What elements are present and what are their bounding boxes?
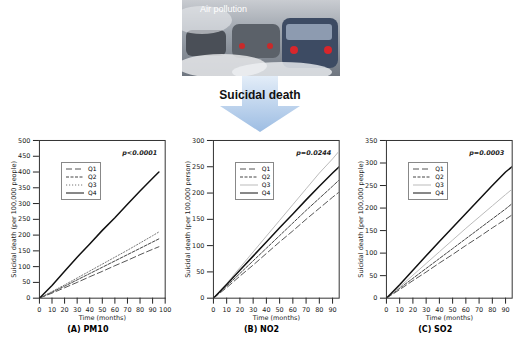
- svg-text:Time (months): Time (months): [78, 314, 126, 322]
- svg-text:70: 70: [123, 306, 131, 314]
- svg-text:500: 500: [18, 137, 30, 145]
- svg-text:20: 20: [60, 306, 68, 314]
- svg-text:100: 100: [159, 306, 171, 314]
- svg-text:0: 0: [211, 306, 215, 314]
- html-text:Q4: Q4: [88, 189, 97, 196]
- svg-text:80: 80: [489, 306, 497, 314]
- svg-text:250: 250: [365, 182, 377, 190]
- svg-text:20: 20: [409, 306, 417, 314]
- html-text:(B) NO2: (B) NO2: [243, 324, 280, 334]
- svg-text:80: 80: [136, 306, 144, 314]
- html-text:Q3: Q3: [261, 181, 271, 188]
- svg-text:200: 200: [18, 231, 30, 239]
- html-text:Q4: Q4: [261, 189, 271, 196]
- svg-text:80: 80: [315, 306, 323, 314]
- svg-text:Suicidal death (per 100,000 pe: Suicidal death (per 100,000 people): [357, 161, 365, 278]
- svg-text:Time (months): Time (months): [251, 314, 299, 322]
- svg-text:p=0.0003: p=0.0003: [469, 149, 506, 157]
- svg-text:350: 350: [365, 137, 377, 145]
- svg-text:200: 200: [365, 204, 377, 212]
- svg-text:450: 450: [18, 152, 30, 160]
- svg-text:90: 90: [148, 306, 156, 314]
- html-text:(A) PM10: (A) PM10: [67, 324, 109, 334]
- svg-text:40: 40: [86, 306, 94, 314]
- svg-text:30: 30: [422, 306, 430, 314]
- html-text:Q2: Q2: [435, 173, 444, 180]
- svg-text:60: 60: [462, 306, 470, 314]
- svg-text:0: 0: [374, 294, 378, 302]
- svg-text:20: 20: [235, 306, 243, 314]
- svg-text:100: 100: [192, 242, 204, 250]
- html-text:Q1: Q1: [435, 165, 444, 172]
- svg-text:0: 0: [385, 306, 389, 314]
- svg-text:350: 350: [18, 184, 30, 192]
- svg-text:30: 30: [249, 306, 257, 314]
- html-text:Q2: Q2: [88, 173, 97, 180]
- svg-text:50: 50: [98, 306, 106, 314]
- html-text:Q2: Q2: [261, 173, 271, 180]
- svg-text:70: 70: [475, 306, 483, 314]
- svg-text:10: 10: [48, 306, 56, 314]
- svg-text:200: 200: [192, 189, 204, 197]
- html-text:Q1: Q1: [261, 165, 271, 172]
- svg-text:10: 10: [396, 306, 404, 314]
- html-text:Air pollution: Air pollution: [200, 4, 247, 14]
- html-text:Q3: Q3: [435, 181, 444, 188]
- svg-text:150: 150: [365, 227, 377, 235]
- svg-text:250: 250: [192, 163, 204, 171]
- svg-text:0: 0: [37, 306, 41, 314]
- svg-text:300: 300: [365, 159, 377, 167]
- svg-text:30: 30: [73, 306, 81, 314]
- html-text:(C) SO2: (C) SO2: [418, 324, 453, 334]
- svg-text:300: 300: [18, 200, 30, 208]
- svg-text:p=0.0244: p=0.0244: [295, 149, 332, 157]
- svg-text:10: 10: [222, 306, 230, 314]
- html-text:Q1: Q1: [88, 165, 97, 172]
- svg-text:60: 60: [111, 306, 119, 314]
- svg-text:50: 50: [370, 272, 378, 280]
- svg-text:40: 40: [262, 306, 270, 314]
- svg-text:90: 90: [328, 306, 336, 314]
- svg-text:150: 150: [192, 215, 204, 223]
- svg-text:90: 90: [502, 306, 510, 314]
- svg-text:400: 400: [18, 168, 30, 176]
- svg-text:p<0.0001: p<0.0001: [121, 149, 157, 157]
- svg-text:50: 50: [22, 278, 30, 286]
- html-text:Q3: Q3: [88, 181, 97, 188]
- svg-text:50: 50: [275, 306, 283, 314]
- svg-text:70: 70: [302, 306, 310, 314]
- svg-text:300: 300: [192, 137, 204, 145]
- svg-text:50: 50: [449, 306, 457, 314]
- svg-text:Suicidal death (per 100,000 pe: Suicidal death (per 100,000 people): [10, 161, 18, 278]
- svg-text:100: 100: [365, 249, 377, 257]
- html-text:Q4: Q4: [435, 189, 444, 196]
- html-text:Suicidal death: Suicidal death: [219, 88, 301, 102]
- svg-text:Suicidal death (per 100,000 pe: Suicidal death (per 100,000 person): [184, 161, 192, 278]
- svg-text:0: 0: [200, 294, 204, 302]
- svg-text:40: 40: [436, 306, 444, 314]
- svg-text:50: 50: [196, 268, 204, 276]
- svg-text:250: 250: [18, 215, 30, 223]
- svg-text:60: 60: [288, 306, 296, 314]
- svg-text:0: 0: [26, 294, 30, 302]
- svg-text:Time (months): Time (months): [425, 314, 473, 322]
- svg-text:100: 100: [18, 263, 30, 271]
- svg-text:150: 150: [18, 247, 30, 255]
